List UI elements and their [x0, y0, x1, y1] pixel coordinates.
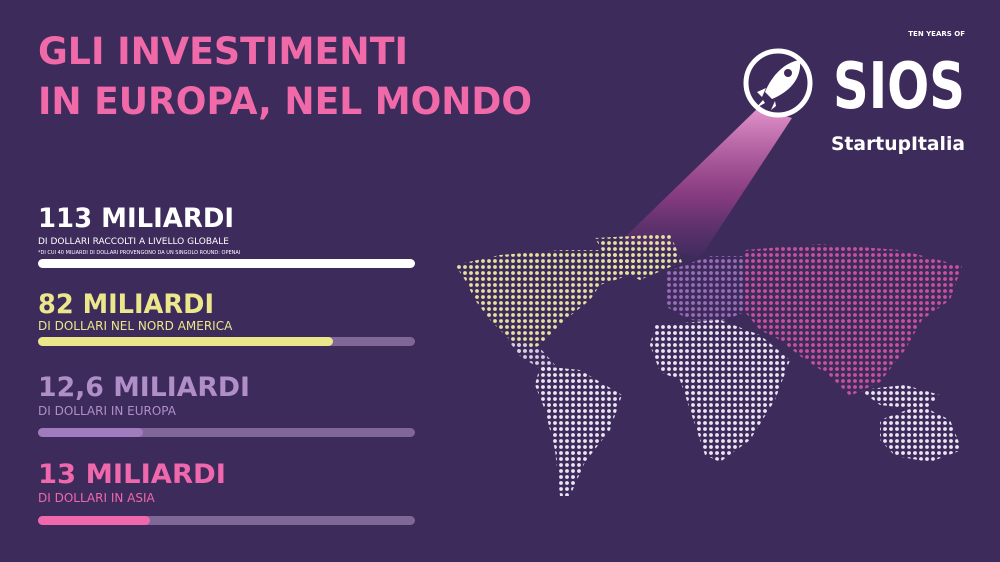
- stat-subtitle: DI DOLLARI NEL NORD AMERICA: [38, 319, 233, 333]
- logo: TEN YEARS OF SIOS StartupItalia: [743, 30, 965, 155]
- logo-name: SIOS: [833, 50, 965, 124]
- stat-headline: 13 MILIARDI: [38, 459, 226, 490]
- stat-bar: [38, 428, 143, 437]
- stat-note: *DI CUI 40 MILIARDI DI DOLLARI PROVENGON…: [38, 250, 240, 256]
- stat-subtitle: DI DOLLARI RACCOLTI A LIVELLO GLOBALE: [38, 237, 229, 247]
- title-line: IN EUROPA, NEL MONDO: [38, 80, 532, 123]
- stat-headline: 12,6 MILIARDI: [38, 372, 250, 403]
- stat-subtitle: DI DOLLARI IN ASIA: [38, 491, 156, 505]
- stat-subtitle: DI DOLLARI IN EUROPA: [38, 404, 177, 418]
- stat-headline: 82 MILIARDI: [38, 289, 214, 320]
- title-line: GLI INVESTIMENTI: [38, 30, 408, 73]
- stat-bar: [38, 259, 415, 268]
- stat-bar: [38, 337, 333, 346]
- spotlight: [622, 108, 792, 258]
- logo-brand: StartupItalia: [831, 133, 965, 155]
- stat-headline: 113 MILIARDI: [38, 203, 234, 234]
- stat-bar: [38, 516, 150, 525]
- world-map: [455, 234, 962, 496]
- logo-tagline: TEN YEARS OF: [908, 30, 965, 38]
